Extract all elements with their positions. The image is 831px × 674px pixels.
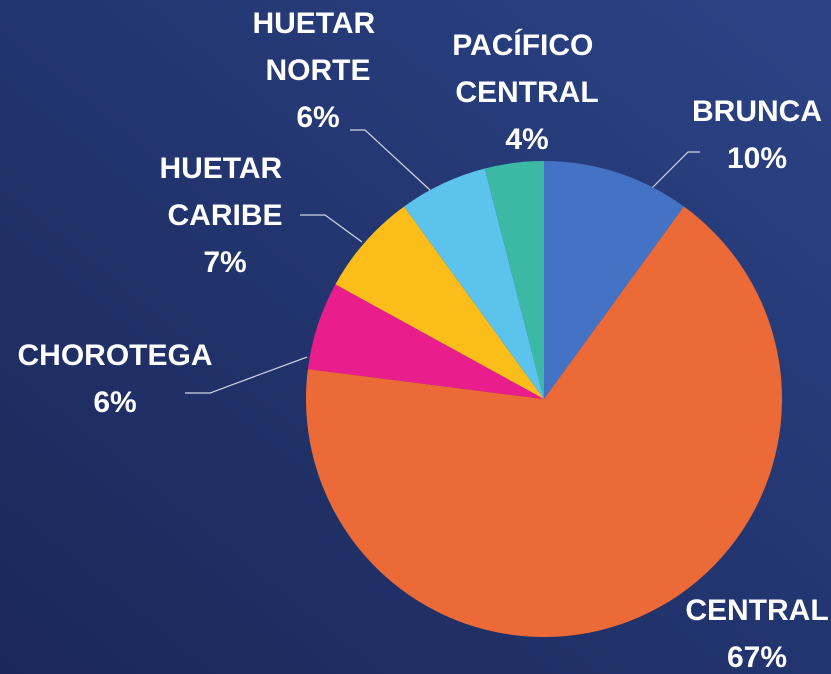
leader-line: [185, 356, 308, 394]
category-label: PACÍFICO CENTRAL: [452, 28, 601, 109]
pie-slice: [335, 206, 544, 399]
label-line: PACÍFICO: [452, 28, 601, 62]
category-label: BRUNCA: [692, 95, 822, 128]
leader-line: [300, 214, 363, 243]
label-line: CENTRAL: [685, 594, 828, 627]
category-label: CENTRAL: [685, 594, 828, 627]
pie-slice: [484, 161, 544, 399]
pie-slice: [544, 161, 684, 399]
value-label: 6%: [296, 101, 339, 134]
value-label: 10%: [727, 142, 787, 175]
category-label: CHOROTEGA: [18, 339, 213, 372]
value-label: 7%: [203, 246, 246, 279]
category-label: HUETAR NORTE: [252, 7, 383, 87]
category-label: HUETAR CARIBE: [159, 152, 290, 232]
label-line: HUETAR: [252, 7, 383, 40]
value-label: 6%: [93, 386, 136, 419]
label-line: CARIBE: [167, 199, 282, 232]
leader-line: [651, 151, 700, 189]
value-label: 67%: [727, 641, 787, 674]
label-line: BRUNCA: [692, 95, 822, 128]
value-label: 4%: [505, 123, 548, 156]
label-line: CENTRAL: [455, 76, 598, 109]
leader-line: [350, 129, 431, 191]
label-line: NORTE: [266, 54, 371, 87]
pie-slice: [307, 284, 544, 399]
label-line: HUETAR: [159, 152, 290, 185]
pie-slice: [306, 206, 783, 637]
pie-slice: [404, 168, 544, 399]
label-line: CHOROTEGA: [18, 339, 213, 372]
